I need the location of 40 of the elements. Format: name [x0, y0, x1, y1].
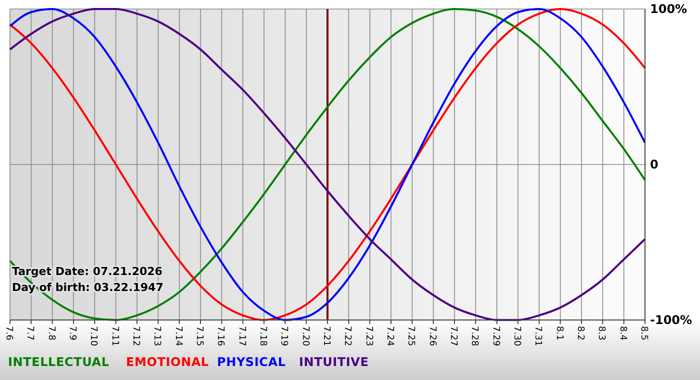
text: EMOTIONAL [126, 355, 209, 369]
x-tick-label: 7.31 [532, 326, 543, 346]
x-tick-label: 7.23 [363, 326, 374, 346]
text: INTUITIVE [299, 355, 369, 369]
annotation: Day of birth: 03.22.1947 [12, 281, 164, 294]
x-tick-label: 7.8 [46, 326, 56, 341]
x-tick-label: 7.7 [24, 326, 35, 340]
y-tick-label: -100% [650, 313, 692, 328]
x-tick-label: 7.26 [426, 326, 437, 346]
x-tick-label: 7.12 [130, 326, 140, 346]
x-tick-label: 7.13 [152, 326, 162, 346]
x-tick-label: 7.10 [88, 326, 98, 346]
x-tick-label: 7.11 [109, 326, 120, 346]
x-tick-label: 7.6 [4, 326, 14, 341]
y-tick-label: 0 [650, 158, 658, 172]
x-tick-label: 7.27 [448, 326, 458, 346]
x-tick-label: 8.2 [575, 326, 585, 340]
x-tick-label: 8.5 [638, 326, 648, 340]
text: INTELLECTUAL [8, 355, 110, 369]
x-tick-label: 7.9 [67, 326, 77, 341]
x-tick-label: 7.29 [490, 326, 500, 346]
x-tick-label: 7.14 [172, 326, 183, 346]
text: PHYSICAL [217, 355, 286, 369]
x-tick-label: 8.1 [554, 326, 564, 340]
x-tick-label: 7.30 [512, 326, 522, 346]
x-tick-label: 7.19 [278, 326, 289, 346]
x-tick-label: 7.16 [215, 326, 226, 346]
x-tick-label: 7.28 [469, 326, 480, 346]
x-tick-label: 7.17 [236, 326, 246, 346]
x-tick-label: 7.24 [384, 326, 394, 346]
x-tick-label: 7.22 [342, 326, 352, 346]
x-tick-label: 7.21 [321, 326, 331, 346]
x-tick-label: 7.25 [406, 326, 416, 346]
x-tick-label: 7.18 [258, 326, 268, 346]
y-tick-label: 100% [650, 2, 688, 16]
line-series [9, 8, 646, 321]
x-tick-label: 7.20 [300, 326, 310, 346]
x-tick-label: 7.15 [194, 326, 204, 346]
x-tick-label: 8.4 [617, 326, 628, 341]
x-tick-label: 8.3 [596, 326, 606, 340]
